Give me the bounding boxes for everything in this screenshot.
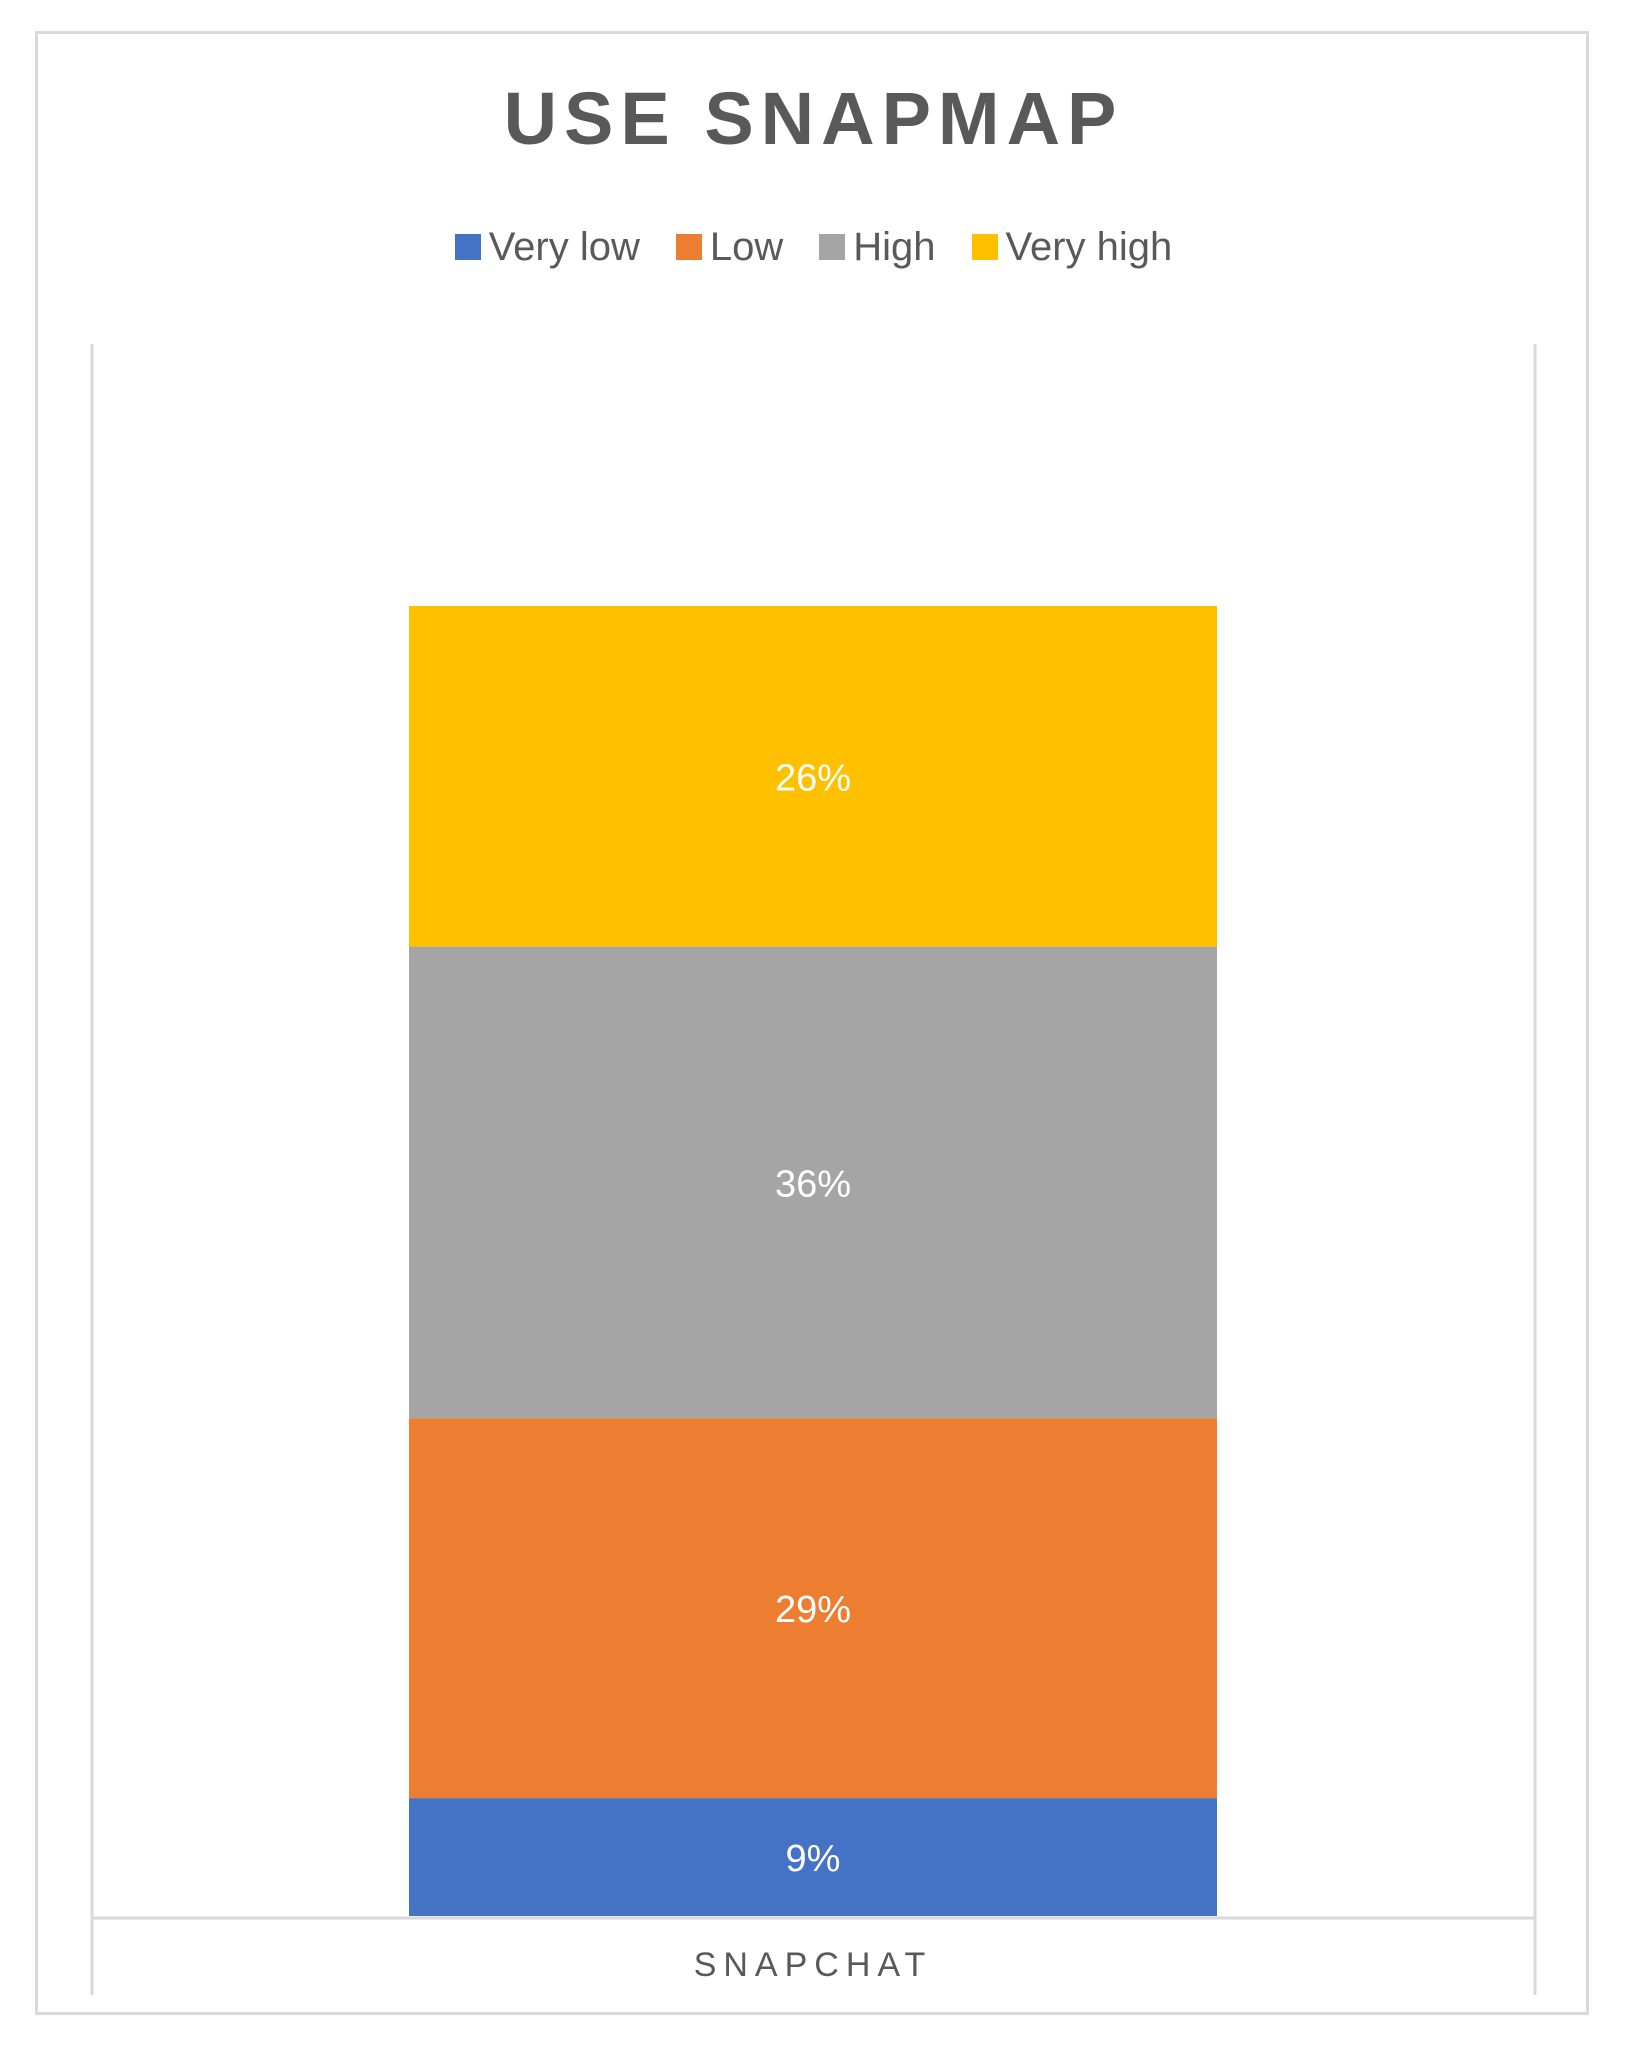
data-label-very-low: 9% bbox=[786, 1838, 841, 1880]
data-label-high: 36% bbox=[775, 1163, 851, 1205]
legend-label-very-low: Very low bbox=[488, 225, 640, 269]
bar-segment-very-low bbox=[409, 1798, 1217, 1916]
bar-segment-low bbox=[409, 1418, 1217, 1799]
legend-item-low: Low bbox=[675, 222, 784, 272]
data-label-very-high: 26% bbox=[775, 757, 851, 799]
legend-swatch-very-high bbox=[971, 234, 998, 260]
legend-label-very-high: Very high bbox=[1005, 225, 1173, 269]
bar-segment-high bbox=[409, 946, 1217, 1419]
legend-item-very-low: Very low bbox=[454, 222, 640, 272]
legend-label-high: High bbox=[853, 225, 936, 269]
x-tick-label: SNAPCHAT bbox=[694, 1946, 933, 1984]
legend-label-low: Low bbox=[709, 225, 784, 269]
legend: Very low Low High Very high bbox=[0, 222, 1627, 272]
legend-swatch-very-low bbox=[454, 234, 481, 260]
legend-swatch-low bbox=[675, 234, 702, 260]
legend-item-high: High bbox=[819, 222, 936, 272]
legend-swatch-high bbox=[819, 234, 846, 260]
data-label-low: 29% bbox=[775, 1589, 851, 1631]
chart-title: USE SNAPMAP bbox=[503, 77, 1124, 160]
bar-segment-very-high bbox=[409, 606, 1217, 947]
legend-item-very-high: Very high bbox=[971, 222, 1173, 272]
